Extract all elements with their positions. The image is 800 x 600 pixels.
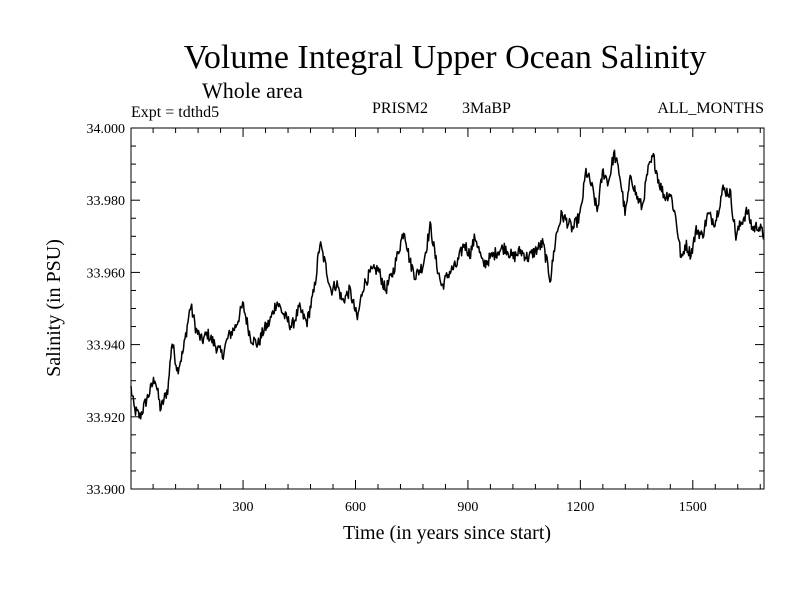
x-axis-label: Time (in years since start)	[343, 522, 551, 544]
salinity-series-line	[130, 149, 765, 420]
y-axis-label: Salinity (in PSU)	[43, 239, 65, 377]
x-tick-label: 600	[345, 500, 366, 515]
axis-ticks	[131, 127, 764, 490]
y-tick-label: 33.900	[87, 483, 126, 498]
chart-title: Volume Integral Upper Ocean Salinity	[184, 39, 706, 76]
x-tick-label: 1500	[679, 500, 707, 515]
experiment-label: Expt = tdthd5	[131, 104, 219, 121]
run-label-1: PRISM2	[372, 100, 428, 117]
x-tick-labels: 300 600 900 1200 1500	[233, 500, 707, 515]
run-label-2: 3MaBP	[462, 100, 511, 117]
x-tick-label: 1200	[566, 500, 594, 515]
x-tick-label: 900	[457, 500, 478, 515]
y-tick-label: 34.000	[87, 122, 126, 137]
y-tick-label: 33.980	[87, 194, 126, 209]
chart-subtitle: Whole area	[202, 78, 303, 103]
y-tick-label: 33.940	[87, 339, 126, 354]
y-tick-label: 33.960	[87, 266, 126, 281]
x-tick-label: 300	[233, 500, 254, 515]
y-tick-label: 33.920	[87, 411, 126, 426]
period-label: ALL_MONTHS	[657, 100, 764, 117]
plot-frame	[130, 127, 765, 490]
y-tick-labels: 34.000 33.980 33.960 33.940 33.920 33.900	[87, 122, 126, 498]
